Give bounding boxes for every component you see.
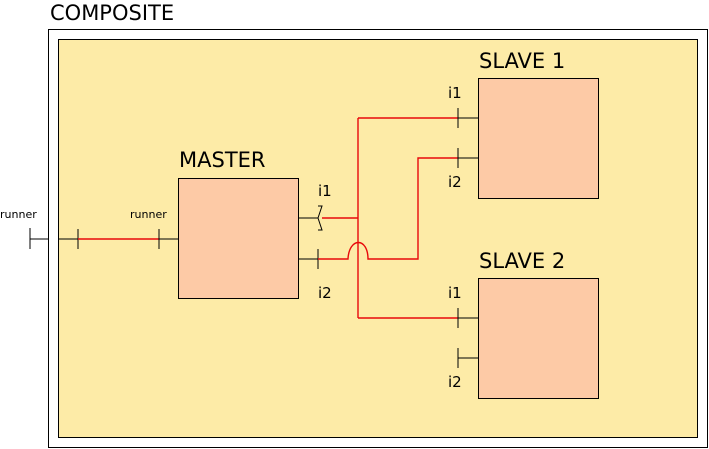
runner-inner-label: runner [130, 208, 167, 221]
master-i1-port [298, 205, 323, 231]
slave1-block [478, 78, 599, 199]
master-title: MASTER [179, 148, 266, 172]
slave2-block [478, 278, 599, 399]
slave2-i2-port [457, 348, 478, 368]
slave2-i1-port [457, 308, 478, 328]
slave2-i1-label: i1 [448, 284, 462, 302]
runner-internal-wire [58, 229, 178, 249]
slave2-title: SLAVE 2 [479, 249, 565, 273]
slave1-i1-label: i1 [448, 84, 462, 102]
master-i1-wire [322, 117, 458, 319]
slave1-i2-port [457, 148, 478, 168]
master-i2-label: i2 [318, 284, 332, 302]
runner-outer-label: runner [0, 208, 37, 221]
slave1-title: SLAVE 1 [479, 49, 565, 73]
slave2-i2-label: i2 [448, 373, 462, 391]
runner-outer-port [29, 228, 48, 249]
slave1-i1-port [457, 108, 478, 128]
master-i1-label: i1 [318, 182, 332, 200]
slave1-i2-label: i2 [448, 173, 462, 191]
composite-title: COMPOSITE [50, 1, 174, 25]
master-i2-wire [318, 157, 458, 260]
master-block [178, 178, 299, 299]
